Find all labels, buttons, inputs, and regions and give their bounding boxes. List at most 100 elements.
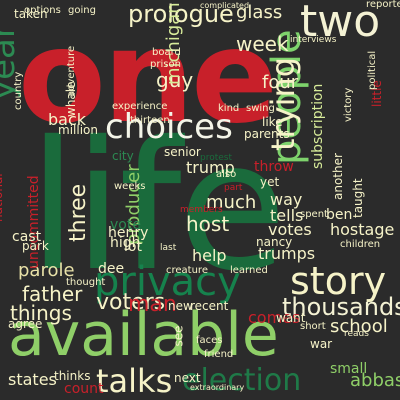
word-thousands: thousands: [282, 293, 400, 321]
word-park: park: [22, 239, 49, 253]
word-talks: talks: [96, 362, 173, 400]
word-whale: whale: [64, 81, 78, 118]
word-national: national: [0, 173, 5, 222]
word-privacy: privacy: [94, 259, 241, 305]
word-learned: learned: [230, 265, 268, 276]
word-count: count: [64, 381, 104, 397]
word-parole: parole: [18, 260, 75, 281]
word-kind: kind: [218, 103, 240, 114]
word-throw: throw: [254, 159, 294, 175]
word-adventure: adventure: [66, 45, 77, 97]
word-way: way: [270, 190, 303, 209]
word-ben: ben: [326, 207, 353, 223]
word-another: another: [331, 153, 345, 200]
word-city: city: [112, 149, 134, 163]
word-man: man: [128, 292, 177, 317]
word-options: options: [24, 5, 61, 16]
word-father: father: [22, 282, 83, 306]
word-protest: protest: [200, 153, 233, 163]
word-million: million: [58, 123, 98, 137]
word-reporter: reporter: [366, 0, 400, 10]
word-friend: friend: [204, 349, 234, 360]
word-creature: creature: [166, 265, 208, 276]
word-taken: taken: [14, 7, 48, 21]
word-available: available: [8, 300, 279, 370]
word-prologue: prologue: [128, 0, 234, 28]
word-extraordinary: extraordinary: [190, 383, 245, 392]
word-taught: taught: [351, 178, 365, 218]
word-one: one: [18, 3, 278, 152]
word-back: back: [48, 110, 87, 129]
word-recent: recent: [190, 299, 229, 313]
word-parents: parents: [244, 127, 290, 141]
word-cast: cast: [12, 229, 42, 245]
word-hostage: hostage: [330, 220, 395, 239]
word-little: little: [370, 80, 384, 107]
word-last: last: [160, 243, 177, 253]
word-tells: tells: [270, 206, 304, 225]
word-going: going: [68, 5, 96, 16]
word-abbas: abbas: [350, 370, 400, 391]
word-story: story: [290, 259, 387, 303]
word-much: much: [206, 192, 257, 213]
word-victory: victory: [343, 87, 354, 122]
word-reads: reads: [344, 329, 369, 339]
word-states: states: [8, 370, 57, 389]
word-choices: choices: [105, 107, 233, 147]
word-trump: trump: [186, 158, 235, 177]
word-swing: swing: [246, 103, 275, 114]
word-children: children: [340, 239, 381, 250]
word-two: two: [300, 0, 381, 47]
word-prison: prison: [150, 59, 181, 70]
word-life: life: [28, 103, 287, 310]
word-senior: senior: [164, 145, 201, 159]
word-lot: lot: [124, 239, 142, 255]
word-nancy: nancy: [256, 235, 293, 249]
word-agree: agree: [8, 317, 43, 331]
word-weeks: weeks: [114, 181, 146, 192]
word-election: election: [182, 363, 302, 398]
word-subscription: subscription: [310, 83, 326, 169]
word-board: board: [152, 47, 181, 58]
word-spent: spent: [300, 209, 328, 220]
word-yet: yet: [260, 175, 280, 189]
word-thinks: thinks: [54, 369, 91, 383]
word-war: war: [310, 337, 333, 351]
word-small: small: [330, 361, 368, 377]
word-trumps: trumps: [258, 244, 316, 263]
word-short: short: [300, 321, 326, 332]
word-interviews: interviews: [290, 35, 337, 45]
word-glass: glass: [236, 2, 283, 23]
word-comes: comes: [248, 308, 301, 327]
word-new: new: [168, 299, 193, 313]
word-votes: votes: [268, 220, 312, 239]
word-faces: faces: [196, 335, 223, 346]
word-also: also: [216, 169, 237, 180]
word-vote: vote: [110, 217, 141, 233]
word-school: school: [330, 316, 388, 337]
word-next: next: [174, 371, 201, 385]
word-thought: thought: [66, 277, 106, 288]
word-uncommitted: uncommitted: [26, 175, 42, 269]
word-members: members: [180, 205, 223, 215]
word-want: want: [276, 311, 306, 325]
word-dee: dee: [98, 261, 125, 277]
word-political: political: [367, 50, 378, 90]
word-henry: henry: [108, 225, 149, 241]
word-see: see: [171, 325, 186, 347]
word-week: week: [236, 32, 289, 56]
word-like: like: [262, 115, 283, 129]
word-experience: experience: [112, 101, 168, 112]
word-part: part: [224, 183, 243, 193]
word-complicated: complicated: [200, 1, 250, 10]
word-host: host: [186, 212, 230, 236]
word-country: country: [13, 71, 24, 110]
word-thirteen: thirteen: [130, 115, 170, 126]
word-help: help: [192, 246, 227, 265]
word-things: things: [10, 301, 72, 325]
word-four: four: [262, 72, 299, 93]
word-voters: voters: [96, 290, 166, 315]
word-guy: guy: [156, 68, 194, 92]
word-high: high: [110, 235, 141, 251]
